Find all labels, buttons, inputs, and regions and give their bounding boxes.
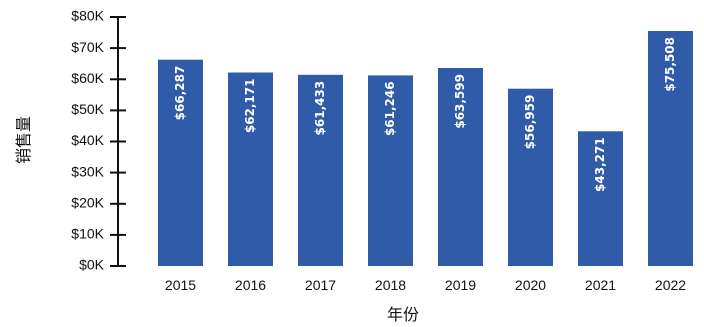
bar-2015: [158, 59, 203, 267]
x-tick-label-2018: 2018: [375, 277, 406, 293]
x-tick-label-2015: 2015: [165, 277, 196, 293]
y-tick-label-8: $80K: [71, 8, 104, 24]
bar-2021: [578, 131, 623, 266]
data-label-2021: $43,271: [593, 137, 607, 192]
data-label-2015: $66,287: [173, 66, 187, 121]
data-label-2018: $61,246: [383, 81, 397, 136]
y-tick-label-3: $30K: [71, 163, 104, 179]
x-tick-label-2021: 2021: [585, 277, 616, 293]
y-tick-label-6: $60K: [71, 70, 104, 86]
y-tick-label-2: $20K: [71, 195, 104, 211]
y-axis-title: 销售量: [14, 116, 33, 164]
bar-2019: [438, 68, 483, 266]
data-label-2020: $56,959: [523, 95, 537, 150]
axes-layer: [110, 16, 126, 267]
x-tick-label-2020: 2020: [515, 277, 546, 293]
bar-2022: [648, 31, 693, 266]
data-label-2016: $62,171: [243, 79, 257, 134]
y-tick-label-1: $10K: [71, 226, 104, 242]
data-label-2019: $63,599: [453, 74, 467, 129]
bars-layer: [158, 31, 693, 267]
bar-2016: [228, 72, 273, 266]
x-axis-title: 年份: [387, 305, 419, 324]
y-tick-label-7: $70K: [71, 39, 104, 55]
x-tick-label-2022: 2022: [655, 277, 686, 293]
y-tick-label-5: $50K: [71, 101, 104, 117]
x-tick-label-2019: 2019: [445, 277, 476, 293]
ticks-layer: 2015 2016 2017 2018 2019 2020 2021 2022 $0K $10K $…: [71, 8, 686, 293]
x-tick-label-2016: 2016: [235, 277, 266, 293]
x-tick-label-2017: 2017: [305, 277, 336, 293]
bar-2018: [368, 75, 413, 267]
bar-2017: [298, 74, 343, 266]
data-label-2017: $61,433: [313, 81, 327, 136]
y-tick-label-4: $40K: [71, 132, 104, 148]
labels-layer: $66,287 $62,171 $61,433 $61,246 $63,599 $56,9…: [173, 37, 677, 192]
bar-2020: [508, 88, 553, 266]
data-label-2022: $75,508: [663, 37, 677, 92]
y-tick-label-0: $0K: [79, 257, 105, 273]
